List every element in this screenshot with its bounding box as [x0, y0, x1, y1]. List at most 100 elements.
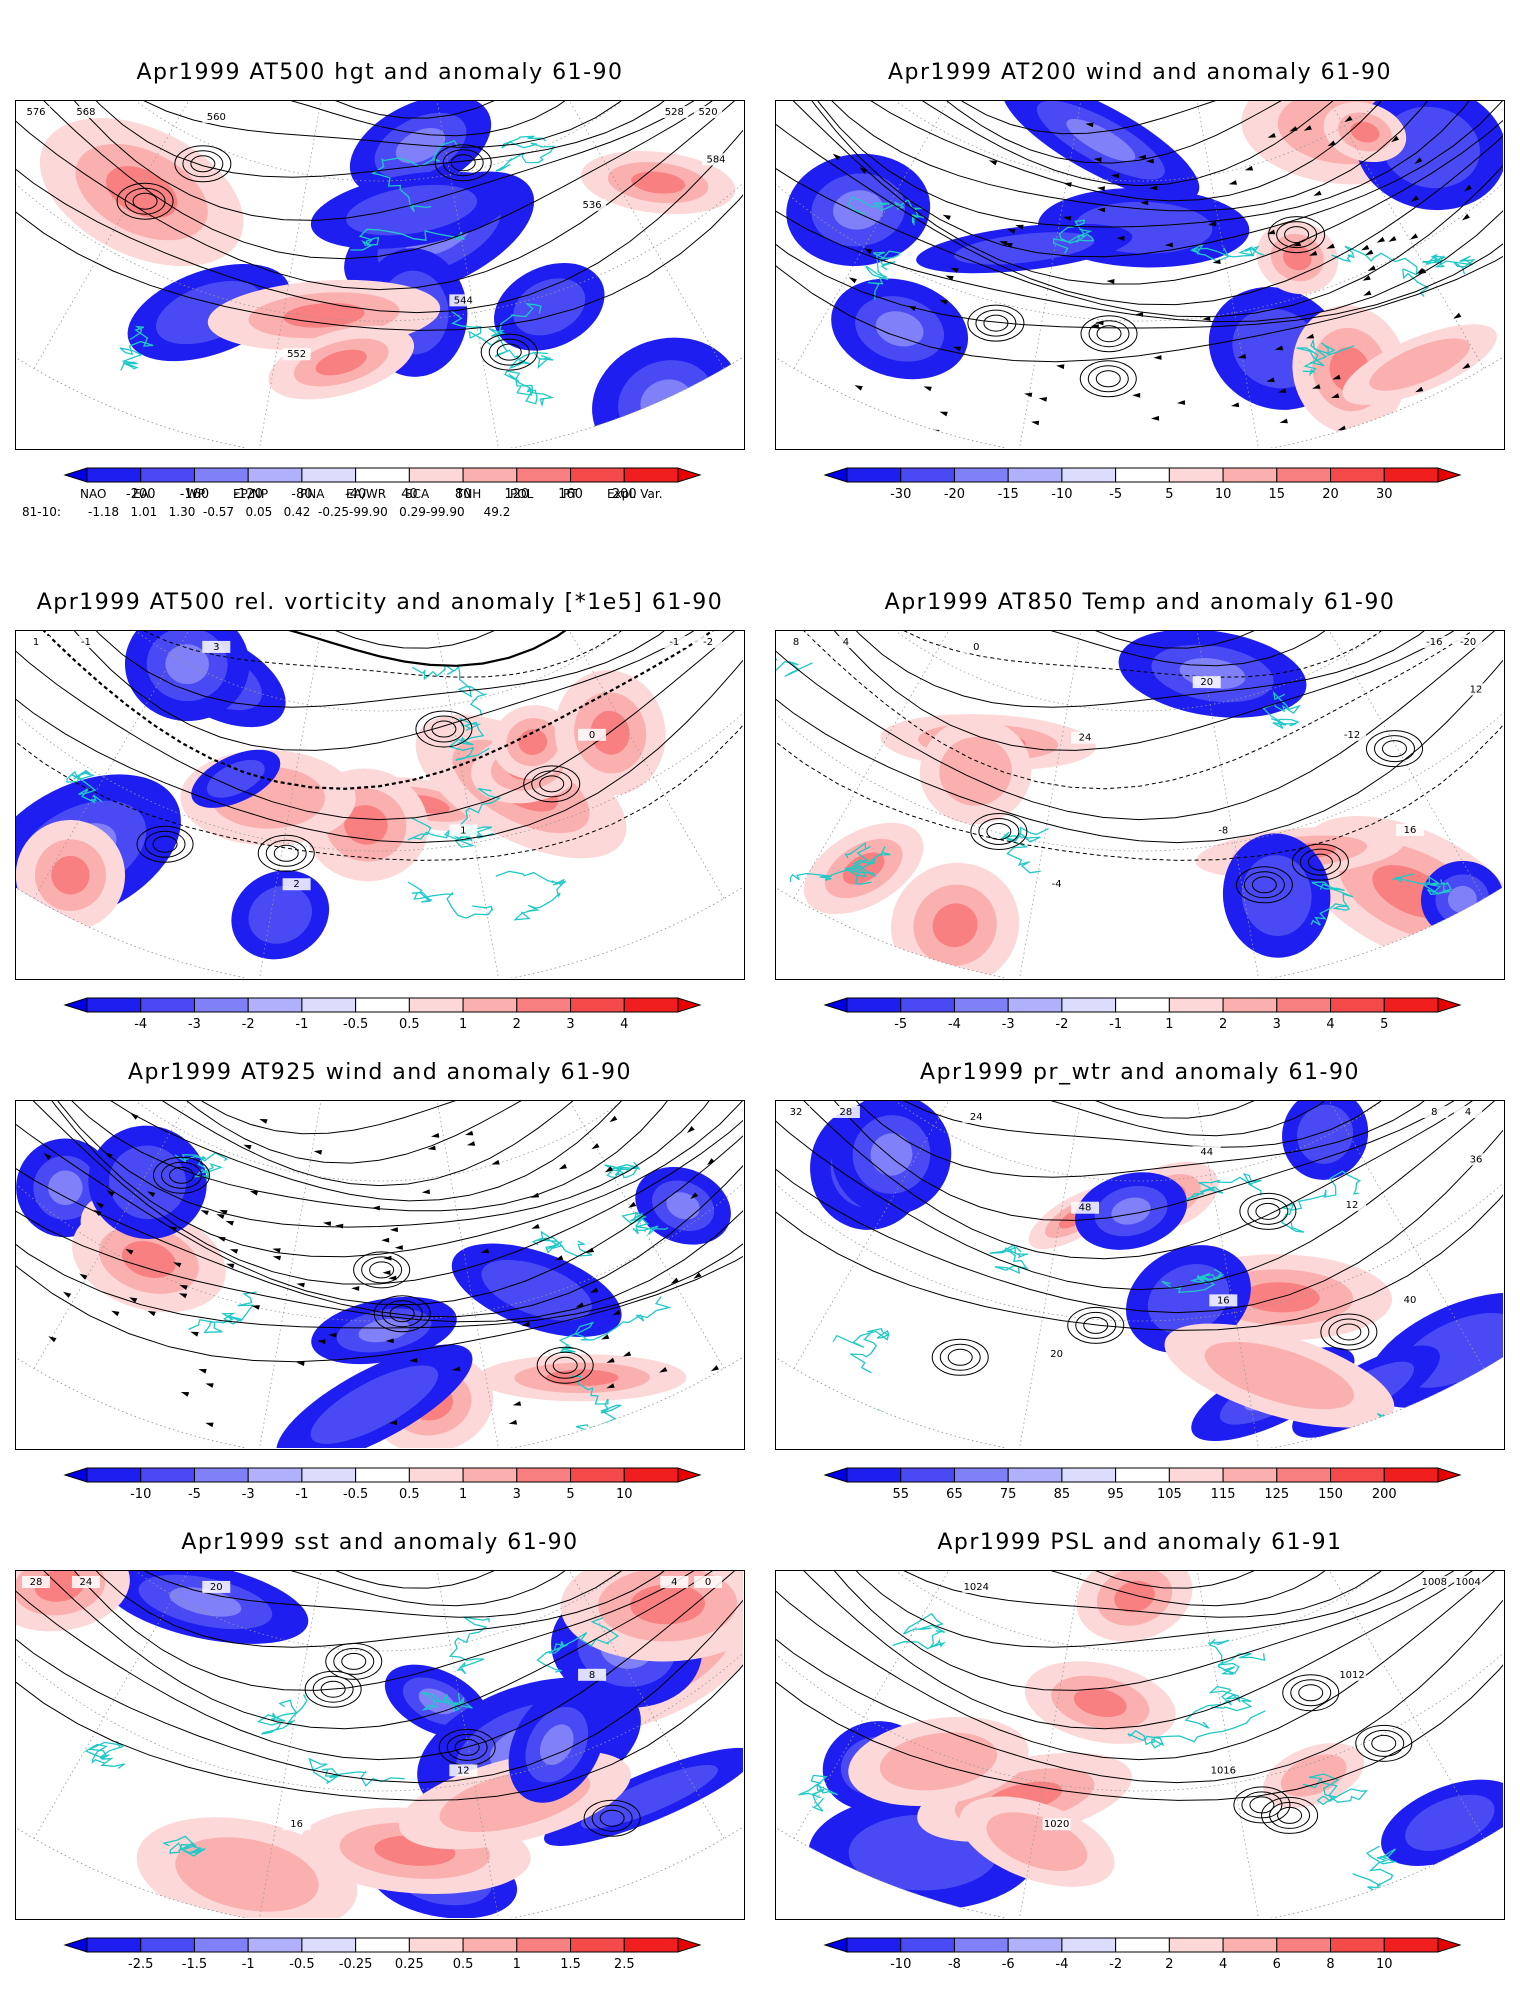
row-label: 81-10: [22, 505, 61, 519]
contour-line [16, 631, 743, 844]
colorbar-tick-label: -80 [291, 487, 312, 502]
contour-cell [1083, 1316, 1109, 1334]
contour-cell [333, 1647, 375, 1675]
contour-cell [939, 1343, 981, 1371]
contour-label-bg [1396, 823, 1425, 836]
anomaly-shading [1111, 1197, 1151, 1225]
coastline [1352, 1845, 1398, 1895]
wind-arrow [1327, 140, 1336, 147]
contour-cell [304, 1670, 362, 1708]
wind-arrow [942, 214, 951, 221]
contour-cell [320, 1680, 346, 1698]
header-epnp: EP/NP [233, 487, 269, 501]
contour-line [776, 631, 1503, 790]
contour-line [776, 1101, 1503, 1331]
colorbar-swatch [570, 1937, 625, 1953]
contour-line [776, 631, 1503, 708]
wind-arrow [854, 385, 863, 391]
coastline [256, 1694, 308, 1735]
contour-line [16, 1101, 743, 1164]
colorbar-swatch [1222, 1467, 1278, 1483]
anomaly-shading [1405, 1794, 1495, 1851]
coastline [162, 1835, 206, 1857]
colorbar-swatch [516, 1467, 572, 1483]
colorbar-tick-label: 30 [1376, 487, 1393, 502]
wind-arrow [1153, 355, 1162, 360]
panel-title: Apr1999 AT500 hgt and anomaly 61-90 [136, 60, 624, 85]
colorbar-tick-label: 95 [1107, 1487, 1124, 1502]
colorbar-tick-label: 1 [459, 1487, 467, 1502]
colorbar-swatch [623, 1467, 679, 1483]
contour-cell [152, 1156, 210, 1194]
wind-arrow [659, 1367, 668, 1373]
wind-arrow [817, 385, 826, 392]
anomaly-shading [1447, 885, 1477, 913]
colorbar-swatch [953, 1467, 1009, 1483]
colorbar-tick-label: -3 [1002, 1017, 1015, 1032]
colorbar-swatch [355, 1937, 410, 1953]
wind-arrow [480, 1248, 490, 1254]
coastline [1262, 690, 1301, 729]
contour-cell [1079, 360, 1137, 398]
wind-arrow [554, 1255, 564, 1261]
contour-label-bg [782, 636, 810, 648]
coastline [1184, 1685, 1253, 1729]
colorbar-swatch [570, 997, 625, 1013]
coastline [999, 826, 1049, 874]
colorbar-swatch [1061, 1937, 1117, 1953]
contour-label: 16 [1217, 1295, 1230, 1306]
colorbar-swatch [140, 467, 195, 483]
colorbar-arrow-left [63, 1467, 88, 1483]
wind-arrow [1031, 420, 1040, 426]
wind-arrow [1228, 180, 1237, 185]
coastline [494, 340, 554, 370]
contour-cell [496, 343, 522, 361]
colorbar-swatch [86, 1937, 142, 1953]
contour-line [16, 631, 743, 751]
coastline [66, 769, 103, 804]
contour-label: -1 [669, 637, 679, 648]
coastline [1422, 253, 1477, 275]
contour-label: 1008 [1422, 1577, 1447, 1588]
contour-label: 552 [287, 349, 306, 360]
contour-cell [1268, 216, 1326, 254]
colorbar-swatch [953, 467, 1009, 483]
panel-title: Apr1999 sst and anomaly 61-90 [181, 1530, 579, 1555]
coastline [536, 1617, 620, 1673]
map-hemisphere [776, 101, 1503, 448]
anomaly-shading [358, 1318, 410, 1343]
contour-line [16, 1571, 743, 1618]
coastline [450, 303, 542, 347]
contour-label-bg [578, 728, 607, 741]
contour-label: 44 [1200, 1147, 1213, 1158]
wind-arrow [1361, 244, 1370, 251]
contour-cell [1095, 370, 1121, 388]
contour-label-bg [202, 110, 231, 123]
contour-cell [1371, 1734, 1397, 1752]
contour-line [16, 101, 743, 331]
wind-arrow [225, 1220, 234, 1226]
wind-arrow [317, 1339, 326, 1345]
wind-arrow [388, 1275, 397, 1281]
coastline [798, 1774, 838, 1812]
colorbar-tick-label: -3 [188, 1017, 201, 1032]
colorbar-arrow-left [823, 1467, 848, 1483]
contour-cell [389, 1305, 415, 1323]
map-925wind [15, 1100, 745, 1450]
coastline [1296, 339, 1355, 377]
contour-line [16, 101, 743, 178]
wind-arrow [1303, 125, 1312, 131]
contour-label-bg [1420, 1576, 1449, 1588]
colorbar-tick-label: -1 [295, 1487, 308, 1502]
colorbar-swatch [462, 1467, 518, 1483]
colorbar-swatch [1330, 1467, 1385, 1483]
contour-label-bg [1209, 824, 1238, 837]
map-500hgt: 520 528 536 544 552 560 568 576 584 [15, 100, 745, 450]
contour-cell [1328, 1318, 1370, 1346]
wind-arrow [180, 1392, 190, 1397]
colorbar-tick-label: -2 [1109, 1957, 1122, 1972]
colorbar-tick-label: 10 [1376, 1957, 1393, 1972]
colorbar-swatch [140, 1467, 195, 1483]
coastline [350, 228, 465, 251]
coastline [865, 250, 901, 300]
